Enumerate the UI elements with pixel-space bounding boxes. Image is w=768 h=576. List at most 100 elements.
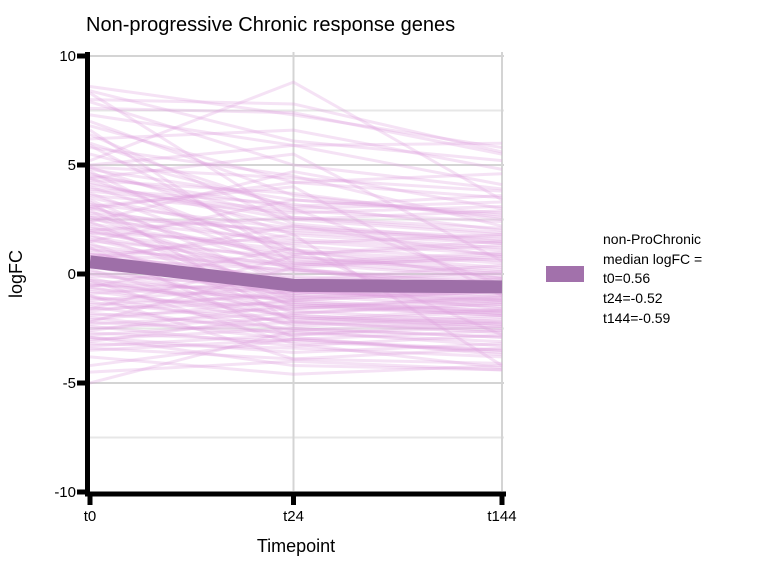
gene-line <box>89 294 503 333</box>
gene-line <box>89 335 503 372</box>
gene-line <box>89 165 503 250</box>
gene-line <box>89 200 503 335</box>
gene-line <box>89 167 503 215</box>
gene-line <box>89 298 503 322</box>
gene-line <box>89 296 503 309</box>
gene-line <box>89 285 503 326</box>
gene-line <box>89 119 503 219</box>
gene-line <box>89 128 503 171</box>
gene-line <box>89 279 503 370</box>
gene-line <box>89 337 503 368</box>
gene-line <box>89 233 503 302</box>
y-tick-label-neg10: -10 <box>54 484 76 501</box>
y-tick-label-5: 5 <box>68 157 76 174</box>
gene-line <box>89 220 503 317</box>
gene-line <box>89 305 503 337</box>
gene-line <box>89 144 503 269</box>
gene-line <box>89 170 503 224</box>
gene-line <box>89 80 503 202</box>
gene-line <box>89 268 503 328</box>
gene-line <box>89 180 503 211</box>
gene-line <box>89 320 503 344</box>
gene-line <box>89 211 503 245</box>
gene-line <box>89 335 503 354</box>
gene-line <box>89 113 503 147</box>
gene-line <box>89 346 503 361</box>
legend: non-ProChronic median logFC = t0=0.56 t2… <box>546 231 702 326</box>
gene-line <box>89 165 503 193</box>
gene-line <box>89 331 503 352</box>
gene-line <box>89 281 503 311</box>
gene-line <box>89 289 503 326</box>
legend-line-3: t0=0.56 <box>603 270 650 286</box>
gene-line <box>89 194 503 215</box>
gene-line <box>89 91 503 237</box>
gene-line <box>89 224 503 263</box>
gene-line <box>89 204 503 287</box>
gene-line <box>89 355 503 376</box>
gene-line <box>89 255 503 322</box>
x-axis-label: Timepoint <box>257 536 335 556</box>
gene-line <box>89 89 503 163</box>
legend-swatch <box>546 266 584 282</box>
gene-line <box>89 174 503 211</box>
gene-line <box>89 311 503 339</box>
gene-line <box>89 176 503 256</box>
legend-line-1: non-ProChronic <box>603 231 701 247</box>
legend-line-4: t24=-0.52 <box>603 290 663 306</box>
gene-line <box>89 133 503 243</box>
gene-line <box>89 263 503 324</box>
gene-line <box>89 198 503 243</box>
gene-line <box>89 316 503 341</box>
gene-line <box>89 327 503 341</box>
gene-line <box>89 106 503 156</box>
gene-line <box>89 218 503 256</box>
gene-line <box>89 231 503 278</box>
gene-line <box>89 257 503 283</box>
gene-line <box>89 244 503 285</box>
gene-line <box>89 213 503 274</box>
gene-line <box>89 239 503 272</box>
gene-line <box>89 143 503 187</box>
gene-line <box>89 185 503 298</box>
gene-line <box>89 300 503 333</box>
gene-line <box>89 231 503 245</box>
gene-line <box>89 233 503 367</box>
gene-line <box>89 185 503 280</box>
gene-line <box>89 276 503 330</box>
gene-line <box>89 309 503 337</box>
median-line <box>89 255 503 294</box>
gene-line <box>89 255 503 311</box>
gene-line <box>89 183 503 221</box>
gene-line <box>89 248 503 265</box>
gene-line <box>89 141 503 287</box>
gene-line <box>89 98 503 154</box>
y-tick-label-10: 10 <box>59 48 76 65</box>
legend-line-5: t144=-0.59 <box>603 310 671 326</box>
gene-line <box>89 187 503 232</box>
gene-line <box>89 294 503 317</box>
gene-lines-group <box>89 80 503 385</box>
gene-line <box>89 359 503 374</box>
gene-line <box>89 85 503 150</box>
gene-line <box>89 215 503 241</box>
gene-line <box>89 196 503 252</box>
gene-line <box>89 172 503 230</box>
axis-ticks <box>77 53 505 505</box>
gene-line <box>89 180 503 259</box>
x-tick-label-t0: t0 <box>84 508 97 525</box>
y-tick-label-neg5: -5 <box>63 375 76 392</box>
chart-title: Non-progressive Chronic response genes <box>86 14 455 36</box>
gene-line <box>89 316 503 330</box>
gene-line <box>89 246 503 357</box>
minor-gridlines <box>87 109 504 439</box>
gene-line <box>89 226 503 265</box>
gene-line <box>89 152 503 208</box>
gene-line <box>89 329 503 385</box>
gene-line <box>89 207 503 263</box>
gene-line <box>89 313 503 344</box>
gene-line <box>89 152 503 263</box>
gene-line <box>89 294 503 365</box>
